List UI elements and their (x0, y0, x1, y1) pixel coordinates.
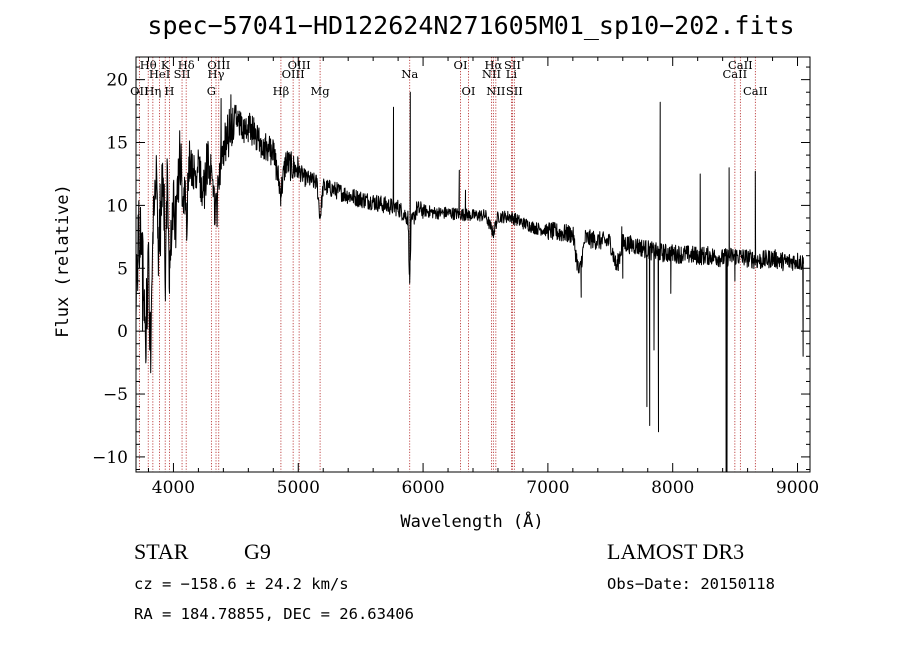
spectral-line-label: CaII (743, 84, 768, 98)
spectral-line-label: OIII (207, 58, 230, 72)
spectral-line-label: Hδ (178, 58, 195, 72)
chart-title: spec−57041−HD122624N271605M01_sp10−202.f… (147, 11, 794, 40)
object-class: STAR (134, 539, 189, 564)
x-tick-label: 4000 (152, 478, 195, 498)
spectral-line-label: H (164, 84, 174, 98)
x-axis-label: Wavelength (Å) (400, 510, 543, 532)
y-axis-ticks: −10 −5 0 5 10 15 20 (92, 66, 810, 470)
observation-date: Obs−Date: 20150118 (607, 575, 775, 593)
survey-name: LAMOST DR3 (607, 539, 744, 564)
object-subclass: G9 (244, 539, 271, 564)
y-tick-label: 10 (106, 196, 128, 216)
spectral-line-label: Hγ (208, 67, 225, 81)
y-tick-label: 20 (106, 71, 128, 91)
y-axis-label: Flux (relative) (53, 184, 73, 338)
spectral-line-label: G (207, 84, 216, 98)
spectral-line-label: Hα (484, 58, 502, 72)
spectral-line-label: K (161, 58, 170, 72)
sky-coordinates: RA = 184.78855, DEC = 26.63406 (134, 605, 414, 623)
spectral-line-label: OII (130, 84, 149, 98)
spectral-line-label: Hη (144, 84, 161, 98)
spectral-line-label: CaII (728, 58, 753, 72)
spectral-line-label: Hθ (140, 58, 157, 72)
x-tick-label: 6000 (401, 478, 444, 498)
spectral-line-label: SII (504, 58, 521, 72)
spectral-line-label: OI (454, 58, 468, 72)
spectral-line-label: SII (506, 84, 523, 98)
spectral-line-label: NII (486, 84, 505, 98)
x-tick-label: 8000 (651, 478, 694, 498)
spectrum-line (135, 91, 804, 473)
y-tick-label: −10 (92, 448, 128, 468)
spectral-line-label: Li (506, 67, 518, 81)
y-tick-label: 0 (117, 322, 128, 342)
y-tick-label: 5 (117, 259, 128, 279)
x-tick-label: 7000 (526, 478, 569, 498)
x-tick-label: 9000 (776, 478, 819, 498)
spectral-line-label: OIII (288, 58, 311, 72)
y-tick-label: 15 (106, 134, 128, 154)
y-tick-label: −5 (103, 385, 128, 405)
spectral-line-label: Na (401, 67, 418, 81)
spectral-line-label: OIII (282, 67, 305, 81)
spectral-line-label: Hβ (273, 84, 290, 98)
x-axis-ticks: 4000 5000 6000 7000 8000 9000 (147, 57, 819, 498)
spectral-line-label: CaII (722, 67, 747, 81)
spectral-line-label: OI (462, 84, 476, 98)
spectral-line-label: NII (482, 67, 501, 81)
spectral-line-label: Mg (311, 84, 331, 98)
redshift-velocity: cz = −158.6 ± 24.2 km/s (134, 575, 349, 593)
spectral-line-labels: OIIHθHηHeIKHSIIHδGHγOIIIHβOIIIOIIIMgNaOI… (130, 58, 768, 98)
x-tick-label: 5000 (277, 478, 320, 498)
spectral-line-label: HeI (149, 67, 170, 81)
spectral-line-label: SII (174, 67, 191, 81)
